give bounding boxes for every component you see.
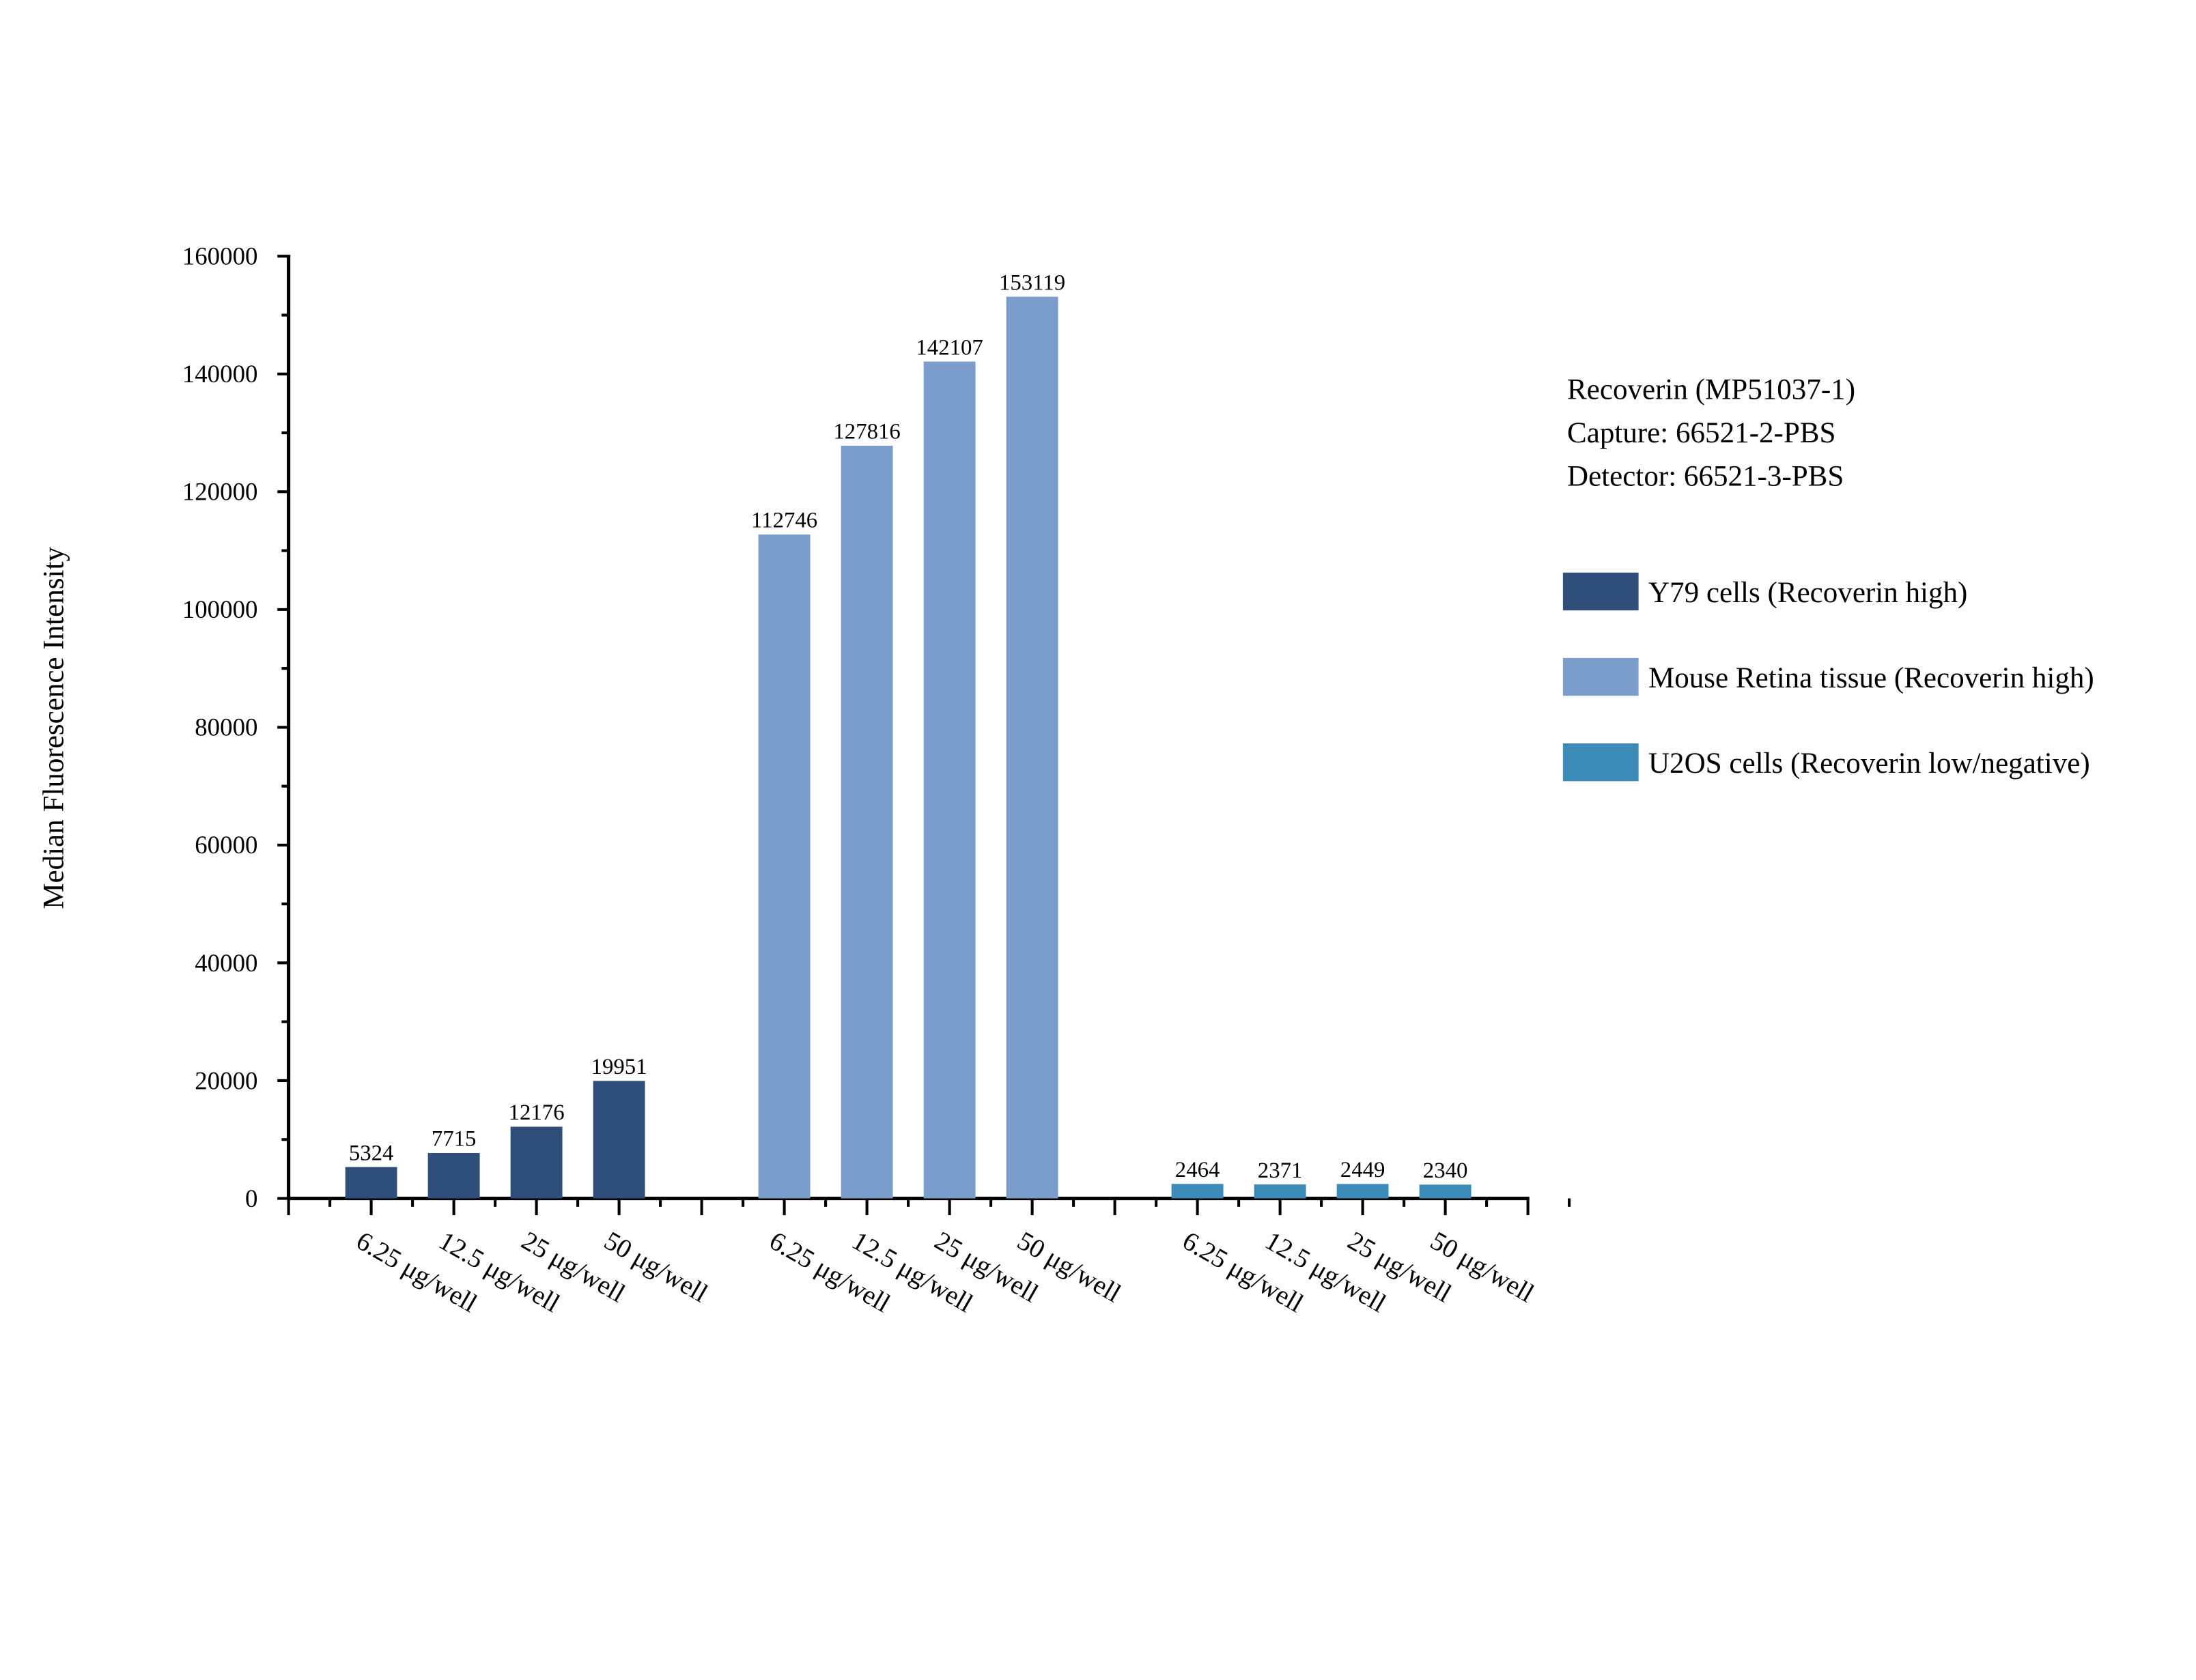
bar-value-label: 2340: [1423, 1158, 1468, 1183]
legend-swatch: [1562, 572, 1639, 611]
bar: [841, 445, 893, 1199]
legend-swatch: [1562, 657, 1639, 696]
y-tick-label: 20000: [195, 1066, 257, 1094]
bar-value-label: 5324: [349, 1141, 394, 1165]
bar: [345, 1167, 397, 1199]
bar: [1254, 1184, 1306, 1199]
bar-value-label: 127816: [833, 420, 900, 444]
y-tick-label: 60000: [195, 831, 257, 859]
legend-label: U2OS cells (Recoverin low/negative): [1648, 748, 2090, 780]
bar-value-label: 153119: [999, 270, 1065, 295]
bars: 5324 7715 12176 19951 112746 127816 142107 1531…: [345, 270, 1472, 1199]
bar: [593, 1081, 645, 1199]
y-tick-label: 160000: [182, 242, 258, 270]
bar: [1419, 1184, 1472, 1199]
y-tick-label: 100000: [182, 595, 258, 623]
y-tick-label: 0: [245, 1184, 257, 1212]
y-tick-label: 80000: [195, 713, 257, 741]
bar-value-label: 2464: [1175, 1158, 1220, 1182]
legend-swatch: [1562, 743, 1639, 782]
annotation-line-3: Detector: 66521-3-PBS: [1567, 461, 1844, 493]
bar: [758, 534, 811, 1199]
y-tick-label: 40000: [195, 949, 257, 977]
bar-value-label: 2449: [1340, 1158, 1385, 1182]
y-tick-label: 120000: [182, 478, 258, 506]
bar-value-label: 12176: [509, 1100, 565, 1125]
bar: [1171, 1184, 1224, 1199]
legend: Recoverin (MP51037-1) Capture: 66521-2-P…: [1562, 373, 2094, 782]
annotation-line-2: Capture: 66521-2-PBS: [1567, 417, 1835, 449]
bar-value-label: 112746: [751, 509, 817, 533]
annotation-line-1: Recoverin (MP51037-1): [1567, 373, 1855, 405]
y-axis-label: Median Fluorescence Intensity: [38, 547, 70, 909]
y-tick-label: 140000: [182, 360, 258, 388]
bar-value-label: 142107: [916, 335, 983, 360]
bar-value-label: 19951: [591, 1055, 647, 1079]
bar: [923, 361, 976, 1199]
bar: [510, 1126, 563, 1199]
bar: [1336, 1184, 1389, 1199]
bar-value-label: 7715: [432, 1127, 477, 1152]
bar: [1006, 296, 1058, 1199]
legend-label: Y79 cells (Recoverin high): [1648, 577, 1967, 609]
legend-label: Mouse Retina tissue (Recoverin high): [1648, 662, 2094, 694]
bar-value-label: 2371: [1258, 1158, 1303, 1183]
bar: [427, 1152, 480, 1199]
